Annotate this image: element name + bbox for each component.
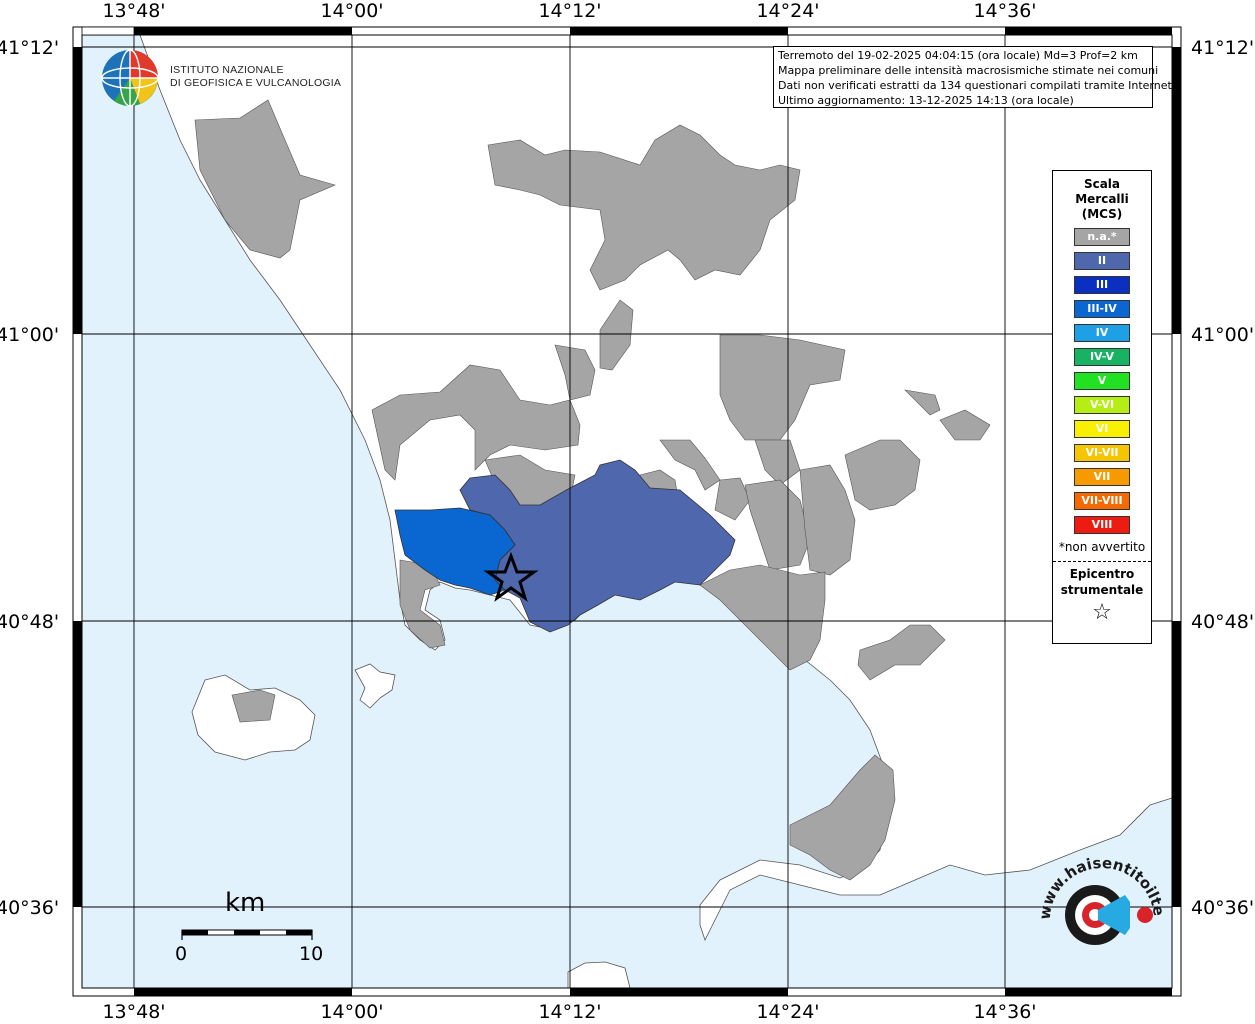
- legend-item: II: [1074, 252, 1130, 270]
- ingv-name: ISTITUTO NAZIONALE DI GEOFISICA E VULCAN…: [170, 64, 341, 90]
- lon-label: 14°24': [756, 1001, 819, 1023]
- lon-label: 14°12': [538, 1001, 601, 1023]
- lon-label: 14°36': [973, 0, 1036, 22]
- scale-end: 10: [299, 943, 324, 965]
- lon-label: 14°12': [538, 0, 601, 22]
- communes-intensity-III-IV: [394, 507, 516, 596]
- legend-title-line: Scala: [1083, 177, 1121, 191]
- lat-label: 40°48': [0, 611, 59, 633]
- mcs-legend: Scala Mercalli (MCS) n.a.* II III III-IV IV I…: [1052, 170, 1152, 644]
- legend-epicenter-line: Epicentro: [1069, 567, 1135, 581]
- hai-sentito-logo: www.haisentitoilterremoto.it: [1022, 836, 1170, 980]
- legend-item: III-IV: [1074, 300, 1130, 318]
- procida-island: [354, 663, 396, 709]
- latitude-labels-left: 41°12' 41°00' 40°48' 40°36': [0, 37, 59, 919]
- latitude-labels-right: 41°12' 41°00' 40°48' 40°36': [1191, 37, 1254, 919]
- legend-item: V: [1074, 372, 1130, 390]
- epicenter-star-icon: [483, 551, 539, 602]
- longitude-labels-top: 13°48' 14°00' 14°12' 14°24' 14°36': [102, 0, 1036, 22]
- lat-label: 41°12': [0, 37, 59, 59]
- lon-label: 13°48': [102, 1001, 165, 1023]
- lat-label: 41°00': [1191, 324, 1254, 346]
- lat-label: 40°36': [0, 897, 59, 919]
- legend-item: VII: [1074, 468, 1130, 486]
- ingv-name-line1: ISTITUTO NAZIONALE: [170, 64, 284, 76]
- legend-epicenter-line: strumentale: [1060, 583, 1144, 597]
- lat-label: 40°36': [1191, 897, 1254, 919]
- star-icon: ☆: [1092, 600, 1112, 625]
- legend-item: VI: [1074, 420, 1130, 438]
- legend-item: VIII: [1074, 516, 1130, 534]
- lat-label: 40°48': [1191, 611, 1254, 633]
- lon-label: 14°36': [973, 1001, 1036, 1023]
- lon-label: 14°00': [320, 0, 383, 22]
- megaphone-icon: www.haisentitoilterremoto.it: [1022, 836, 1168, 945]
- legend-items: n.a.* II III III-IV IV IV-V V V-VI VI VI-VII VII VI…: [1053, 228, 1151, 534]
- legend-note: *non avvertito: [1058, 540, 1146, 554]
- lon-label: 13°48': [102, 0, 165, 22]
- legend-separator: [1053, 561, 1151, 562]
- lat-label: 41°12': [1191, 37, 1254, 59]
- legend-epicenter-label: Epicentro strumentale: [1053, 566, 1151, 598]
- longitude-labels-bottom: 13°48' 14°00' 14°12' 14°24' 14°36': [102, 1001, 1036, 1023]
- legend-title-line: Mercalli: [1075, 192, 1129, 206]
- scale-bar-labels: km 0 10: [175, 888, 325, 968]
- map-frame: [72, 26, 1182, 997]
- scale-unit: km: [225, 888, 266, 918]
- legend-item: IV: [1074, 324, 1130, 342]
- legend-item: n.a.*: [1074, 228, 1130, 246]
- legend-title-line: (MCS): [1081, 207, 1123, 221]
- globe-icon: [101, 49, 159, 107]
- event-info-box: Terremoto del 19-02-2025 04:04:15 (ora l…: [773, 46, 1176, 108]
- legend-title: Scala Mercalli (MCS): [1053, 177, 1151, 222]
- legend-item: III: [1074, 276, 1130, 294]
- lon-label: 14°24': [756, 0, 819, 22]
- scale-bar: [181, 929, 313, 940]
- ingv-name-line2: DI GEOFISICA E VULCANOLOGIA: [170, 77, 342, 89]
- legend-item: VI-VII: [1074, 444, 1130, 462]
- event-info-line: Terremoto del 19-02-2025 04:04:15 (ora l…: [778, 49, 1138, 62]
- legend-item: V-VI: [1074, 396, 1130, 414]
- event-info-line: Mappa preliminare delle intensità macros…: [778, 64, 1159, 77]
- lon-label: 14°00': [320, 1001, 383, 1023]
- event-info-line: Dati non verificati estratti da 134 ques…: [778, 79, 1176, 92]
- legend-item: VII-VIII: [1074, 492, 1130, 510]
- ingv-logo: ISTITUTO NAZIONALE DI GEOFISICA E VULCAN…: [100, 48, 341, 110]
- legend-item: IV-V: [1074, 348, 1130, 366]
- scale-start: 0: [175, 943, 188, 965]
- lat-label: 41°00': [0, 324, 59, 346]
- event-info-line: Ultimo aggiornamento: 13-12-2025 14:13 (…: [778, 94, 1074, 107]
